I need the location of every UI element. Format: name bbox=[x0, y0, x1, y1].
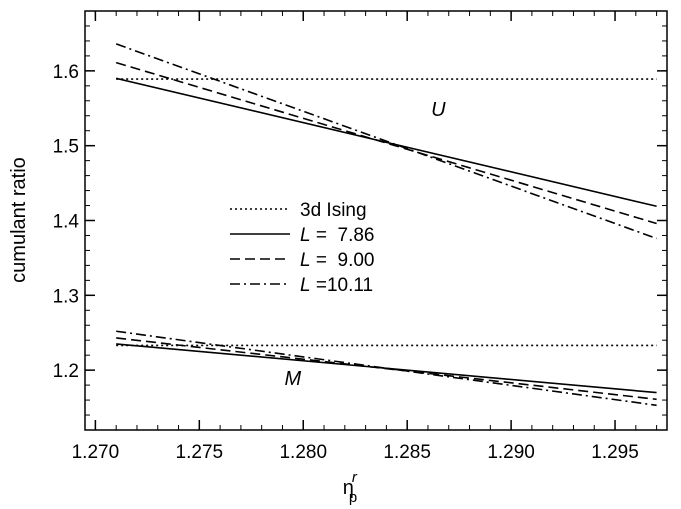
legend-label-text: 3d Ising bbox=[300, 200, 367, 221]
x-axis-label-subscript: p bbox=[349, 489, 357, 506]
annotation-u: U bbox=[431, 99, 446, 121]
y-tick-label: 1.4 bbox=[53, 212, 80, 233]
y-tick-label: 1.3 bbox=[53, 286, 79, 307]
series-line-m-dashdot bbox=[116, 330, 657, 407]
legend-label-italic: L bbox=[300, 250, 311, 271]
axis-ticks: 1.270 1.275 1.280 1.285 1.290 1.295 1.2 1.3 1.4 1… bbox=[53, 10, 667, 463]
series-line-m-dashed bbox=[116, 337, 657, 401]
x-axis-label-superscript: r bbox=[352, 469, 358, 486]
legend-label: 3d Ising bbox=[300, 200, 367, 221]
legend-label-text: =10.11 bbox=[311, 275, 374, 296]
y-tick-label: 1.2 bbox=[53, 361, 79, 382]
x-tick-label: 1.280 bbox=[279, 442, 327, 463]
x-tick-label: 1.295 bbox=[591, 442, 639, 463]
x-tick-label: 1.285 bbox=[383, 442, 431, 463]
y-tick-label: 1.5 bbox=[53, 137, 79, 158]
legend-label-italic: L bbox=[300, 275, 311, 296]
series-line-u-dashdot bbox=[115, 43, 657, 240]
y-axis-label: cumulant ratio bbox=[8, 157, 30, 283]
series-line-u-solid bbox=[115, 77, 657, 208]
legend-label-text: = 9.00 bbox=[311, 250, 375, 271]
legend-label: L = 7.86 bbox=[300, 225, 375, 246]
series-line-u-dashed bbox=[115, 61, 657, 225]
legend-label-text: = 7.86 bbox=[311, 225, 375, 246]
x-tick-label: 1.270 bbox=[72, 442, 120, 463]
legend-label: L = 9.00 bbox=[300, 250, 375, 271]
y-tick-label: 1.6 bbox=[53, 62, 79, 83]
legend-label: L =10.11 bbox=[300, 275, 373, 296]
legend-label-italic: L bbox=[300, 225, 311, 246]
series-layer bbox=[115, 43, 657, 407]
x-tick-label: 1.275 bbox=[176, 442, 224, 463]
x-axis-label-main: η bbox=[343, 477, 354, 499]
annotation-m: M bbox=[285, 368, 302, 390]
x-tick-label: 1.290 bbox=[487, 442, 535, 463]
x-axis-label: ηr p bbox=[343, 469, 358, 506]
annotation-layer: UM bbox=[285, 99, 447, 390]
